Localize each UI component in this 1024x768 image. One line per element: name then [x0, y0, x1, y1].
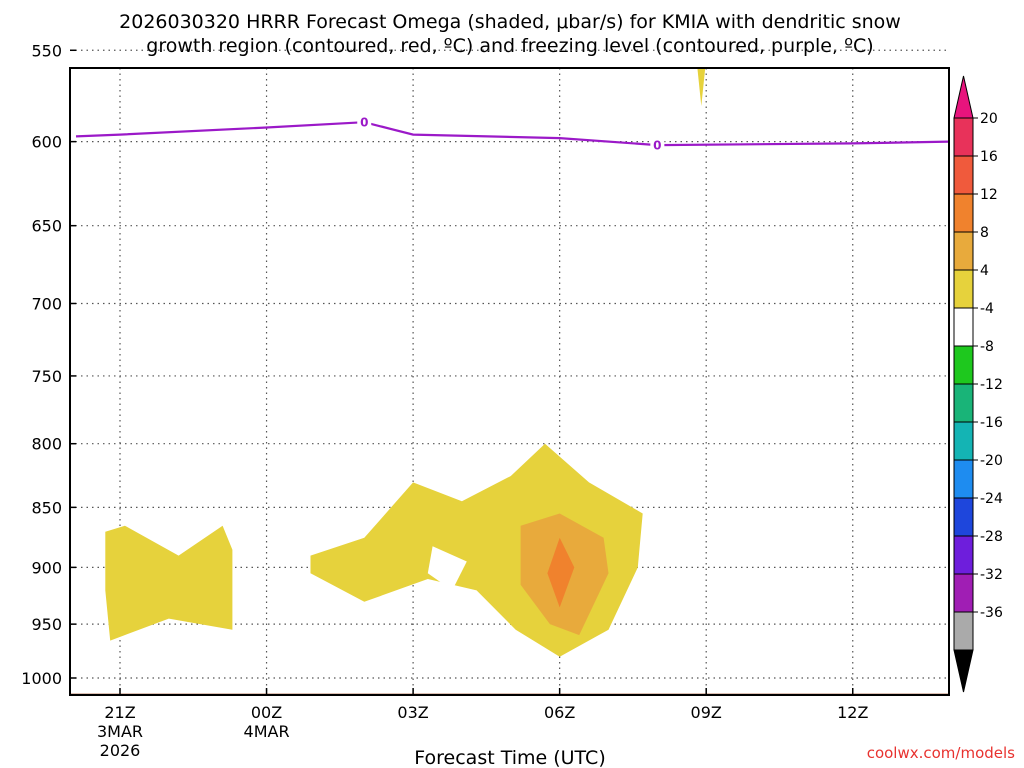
colorbar-top-arrow: [953, 75, 974, 119]
y-tick-label: 700: [31, 294, 62, 313]
contour-freezing-level: [75, 121, 949, 147]
plot-frame: [69, 67, 950, 696]
colorbar-segment: [953, 535, 974, 575]
colorbar-label: -28: [980, 529, 1003, 545]
y-tick-label: 800: [31, 435, 62, 454]
x-tick-label: 06Z: [544, 703, 575, 722]
x-tick-date: 4MAR: [244, 722, 290, 741]
white-notch: [427, 546, 467, 591]
credit-text: coolwx.com/models: [867, 744, 1015, 762]
chart-title-line-2: growth region (contoured, red, ºC) and f…: [146, 35, 873, 57]
y-tick-label: 950: [31, 615, 62, 634]
grid-lines: [70, 49, 949, 695]
colorbar-label: -24: [980, 491, 1003, 507]
colorbar-label: -32: [980, 567, 1003, 583]
colorbar-segment: [953, 155, 974, 195]
colorbar-label: 4: [980, 263, 989, 279]
y-tick-label: 650: [31, 217, 62, 236]
colorbar-segment: [953, 611, 974, 651]
omega-shading: [105, 68, 706, 657]
x-tick-label: 03Z: [397, 703, 428, 722]
y-tick-label: 850: [31, 498, 62, 517]
contour-label-bg: [650, 138, 665, 153]
colorbar-segment: [953, 269, 974, 309]
y-tick-label: 1000: [21, 669, 62, 688]
colorbar-bottom-arrow: [953, 649, 974, 693]
lift-region-5: [105, 525, 233, 641]
x-axis-label: Forecast Time (UTC): [414, 747, 605, 768]
colorbar-label: -4: [980, 301, 994, 317]
x-tick-label: 00Z: [251, 703, 282, 722]
colorbar-segment: [953, 421, 974, 461]
contour-label: 0: [653, 139, 661, 153]
colorbar: 20 16 12 8 4 -4 -8 -12 -16 -20 -24 -28 -32 -36: [953, 75, 1003, 693]
y-axis: 2503003504004505005506006507007508008509…: [21, 41, 76, 688]
colorbar-segment: [953, 231, 974, 271]
colorbar-label: -20: [980, 453, 1003, 469]
colorbar-segment: [953, 459, 974, 499]
x-tick-label: 12Z: [837, 703, 868, 722]
colorbar-segment: [953, 117, 974, 157]
colorbar-label: 12: [980, 187, 998, 203]
colorbar-segment: [953, 193, 974, 233]
colorbar-segment: [953, 383, 974, 423]
x-tick-label: 21Z: [104, 703, 135, 722]
y-tick-label: 550: [31, 41, 62, 60]
colorbar-label: -36: [980, 605, 1003, 621]
colorbar-segment: [953, 497, 974, 537]
colorbar-segment: [953, 573, 974, 613]
contour-lines: -18-18-12-1200: [75, 115, 949, 153]
y-tick-label: 600: [31, 133, 62, 152]
contour-label: 0: [360, 116, 368, 130]
lift-region-4: [697, 68, 706, 106]
colorbar-label: -12: [980, 377, 1003, 393]
y-tick-label: 900: [31, 558, 62, 577]
plot-area: -18-18-12-1200: [69, 49, 950, 696]
contour-label-bg: [357, 115, 372, 130]
colorbar-segment: [953, 345, 974, 385]
colorbar-label: -8: [980, 339, 994, 355]
colorbar-segment: [953, 307, 974, 347]
colorbar-label: -16: [980, 415, 1003, 431]
lift-core-12: [547, 537, 575, 608]
colorbar-label: 16: [980, 149, 998, 165]
y-tick-label: 750: [31, 367, 62, 386]
chart-title-line-1: 2026030320 HRRR Forecast Omega (shaded, …: [119, 11, 901, 33]
x-tick-date: 3MAR: [97, 722, 143, 741]
x-tick-year: 2026: [100, 741, 141, 760]
x-tick-label: 09Z: [691, 703, 722, 722]
colorbar-label: 8: [980, 225, 989, 241]
colorbar-label: 20: [980, 111, 998, 127]
